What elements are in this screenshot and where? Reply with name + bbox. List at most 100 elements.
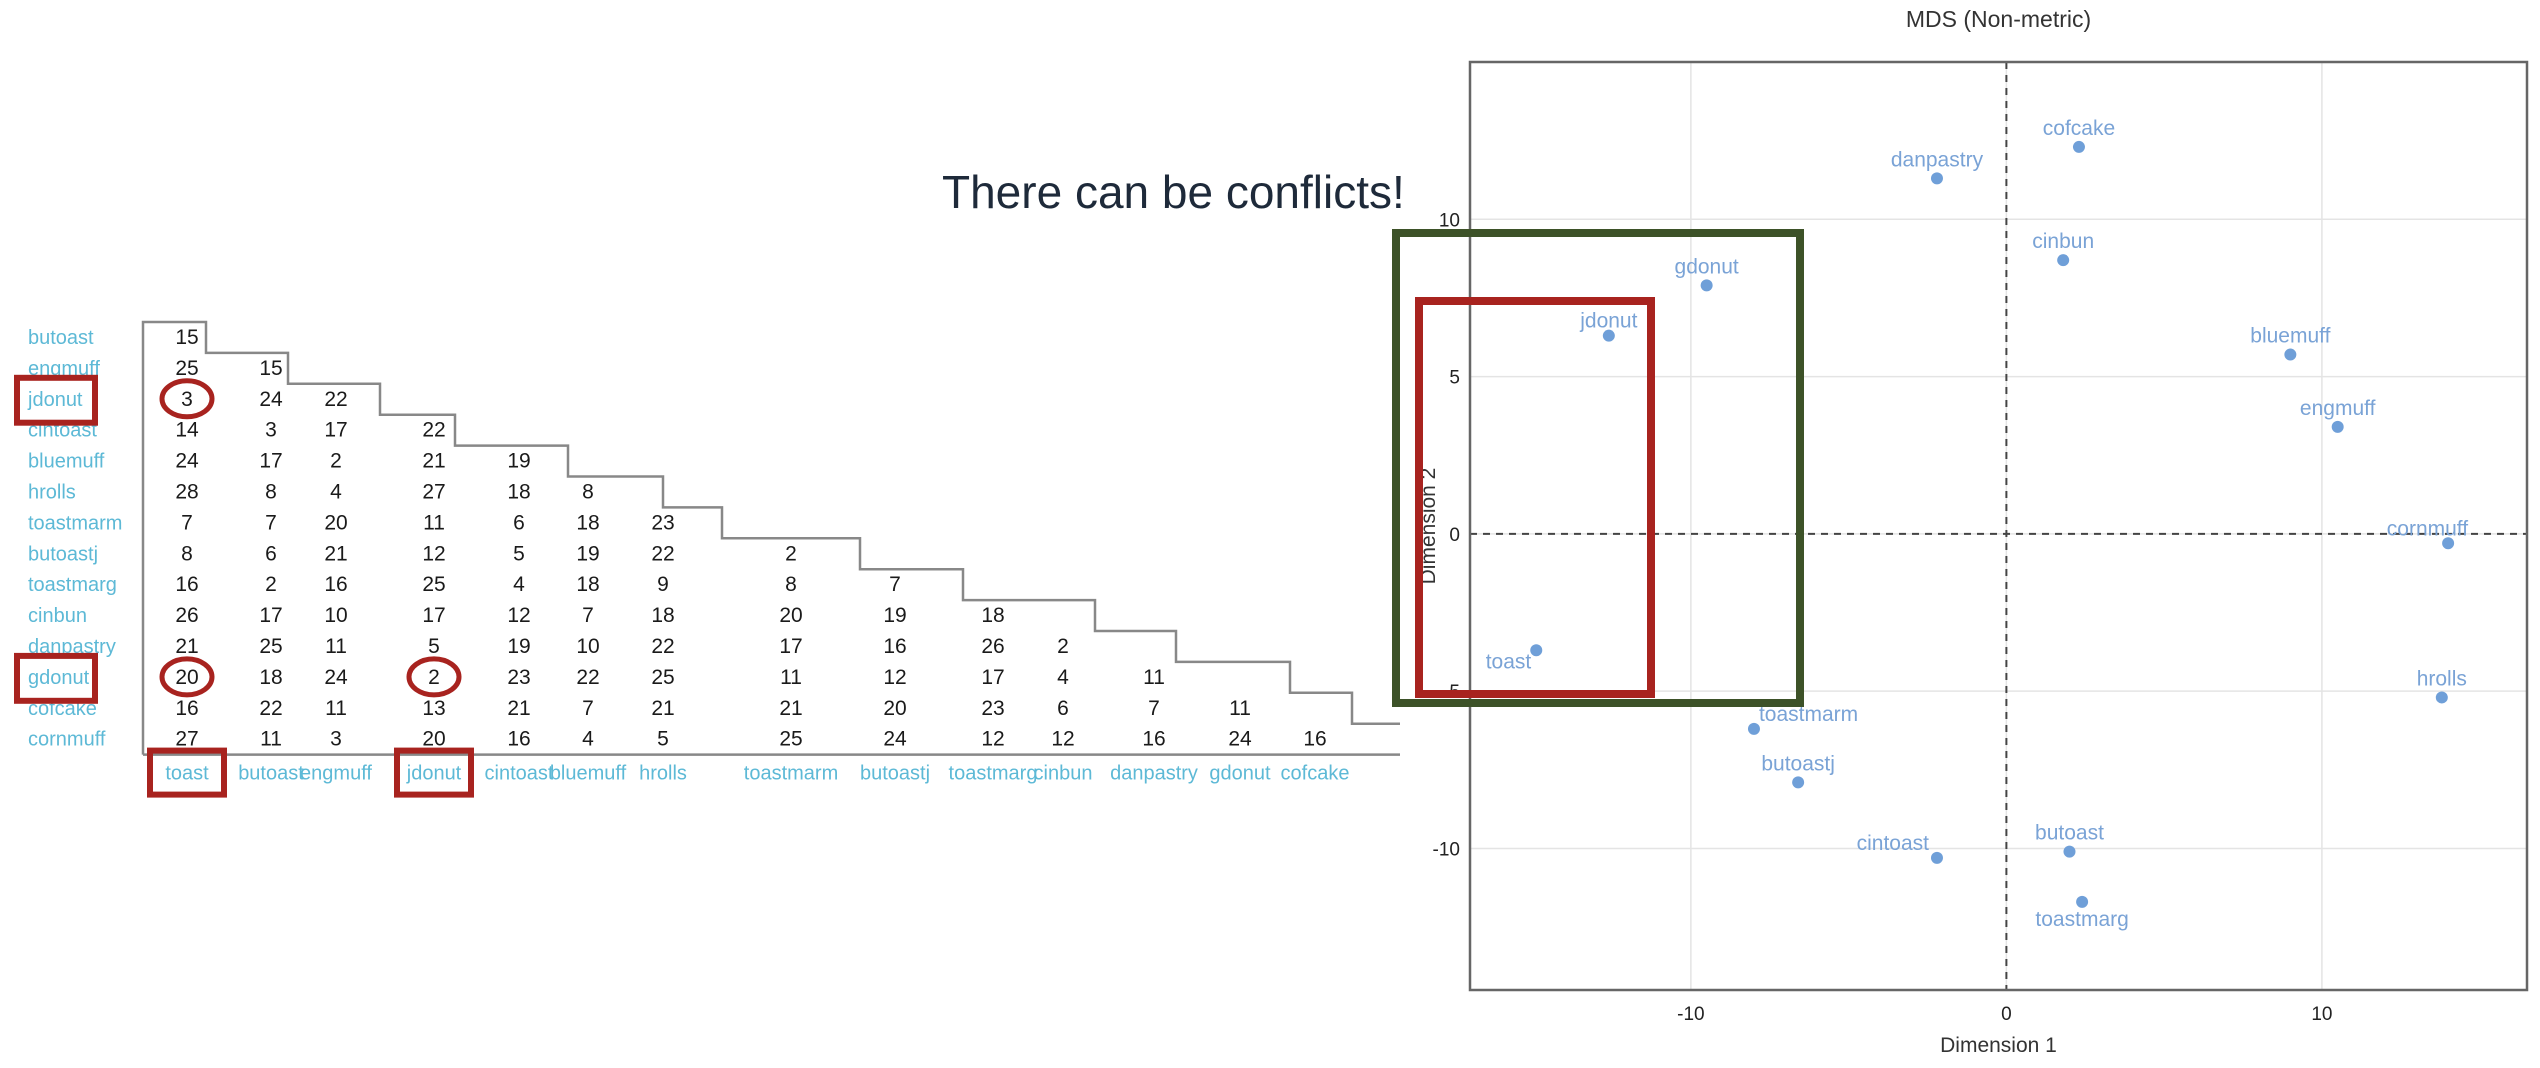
cell-value: 16 xyxy=(175,697,198,720)
cell-value: 25 xyxy=(175,357,198,380)
cell-value: 7 xyxy=(1148,697,1160,720)
x-tick-label: -10 xyxy=(1677,1004,1704,1025)
cell-value: 23 xyxy=(981,697,1004,720)
row-label-bluemuff: bluemuff xyxy=(28,451,105,473)
chart-title: MDS (Non-metric) xyxy=(1906,6,2091,32)
point-label-jdonut: jdonut xyxy=(1579,310,1637,333)
cell-value: 6 xyxy=(1057,697,1069,720)
point-bluemuff xyxy=(2284,348,2297,361)
col-label-bluemuff: bluemuff xyxy=(550,763,627,785)
cell-value: 11 xyxy=(325,635,347,658)
row-label-butoastj: butoastj xyxy=(28,543,98,565)
cell-value: 3 xyxy=(181,388,193,411)
col-label-danpastry: danpastry xyxy=(1110,763,1198,785)
col-label-butoast: butoast xyxy=(238,763,304,785)
cell-value: 23 xyxy=(651,511,674,534)
cell-value: 13 xyxy=(422,697,445,720)
cell-value: 14 xyxy=(175,419,199,442)
cell-value: 16 xyxy=(883,635,906,658)
cell-value: 25 xyxy=(779,728,802,751)
cell-value: 19 xyxy=(507,450,530,473)
point-butoastj xyxy=(1792,776,1805,789)
cell-value: 4 xyxy=(513,573,525,596)
dissimilarity-matrix: butoastengmuffjdonutcintoastbluemuffhrol… xyxy=(14,320,1400,798)
cell-value: 19 xyxy=(576,542,599,565)
col-label-cintoast: cintoast xyxy=(485,763,554,785)
y-tick-label: 0 xyxy=(1449,525,1460,546)
cell-value: 5 xyxy=(513,542,525,565)
cell-value: 5 xyxy=(657,728,669,751)
cell-value: 20 xyxy=(779,604,802,627)
highlight-box-green xyxy=(1392,229,1804,707)
cell-value: 11 xyxy=(1143,666,1165,689)
cell-value: 12 xyxy=(422,542,445,565)
cell-value: 8 xyxy=(265,481,277,504)
point-label-toastmarm: toastmarm xyxy=(1759,703,1858,726)
cell-value: 18 xyxy=(981,604,1004,627)
highlight-col-jdonut xyxy=(394,747,474,798)
point-label-gdonut: gdonut xyxy=(1675,255,1739,278)
x-tick-label: 0 xyxy=(2001,1004,2012,1025)
cell-value: 21 xyxy=(422,450,445,473)
point-hrolls xyxy=(2435,691,2448,704)
point-label-bluemuff: bluemuff xyxy=(2250,325,2330,348)
cell-value: 7 xyxy=(582,604,594,627)
cell-value: 9 xyxy=(657,573,669,596)
cell-value: 26 xyxy=(981,635,1004,658)
point-label-toast: toast xyxy=(1486,650,1532,673)
point-cintoast xyxy=(1930,851,1943,864)
cell-value: 2 xyxy=(428,666,440,689)
point-label-cintoast: cintoast xyxy=(1857,832,1930,855)
cell-value: 26 xyxy=(175,604,198,627)
col-label-butoastj: butoastj xyxy=(860,763,930,785)
cell-value: 19 xyxy=(883,604,906,627)
cell-value: 6 xyxy=(265,542,277,565)
point-label-danpastry: danpastry xyxy=(1891,148,1984,171)
row-label-danpastry: danpastry xyxy=(28,636,116,658)
col-label-toast: toast xyxy=(165,763,209,785)
circled-cell xyxy=(406,656,462,698)
cell-value: 15 xyxy=(259,357,282,380)
cell-value: 17 xyxy=(422,604,445,627)
cell-value: 16 xyxy=(1303,728,1326,751)
col-label-toastmarm: toastmarm xyxy=(744,763,838,785)
cell-value: 18 xyxy=(576,511,599,534)
point-jdonut xyxy=(1602,329,1615,342)
row-label-hrolls: hrolls xyxy=(28,482,76,504)
cell-value: 11 xyxy=(325,697,347,720)
cell-value: 16 xyxy=(175,573,198,596)
cell-value: 15 xyxy=(175,326,198,349)
cell-value: 7 xyxy=(181,511,193,534)
cell-value: 18 xyxy=(259,666,282,689)
cell-value: 24 xyxy=(324,666,348,689)
point-toast xyxy=(1530,644,1543,657)
highlight-row-jdonut xyxy=(14,374,98,426)
cell-value: 22 xyxy=(576,666,599,689)
point-label-cinbun: cinbun xyxy=(2032,230,2094,253)
cell-value: 22 xyxy=(259,697,282,720)
point-cinbun xyxy=(2057,254,2070,267)
row-label-toastmarm: toastmarm xyxy=(28,512,122,534)
circled-cell xyxy=(159,378,215,420)
col-label-engmuff: engmuff xyxy=(300,763,372,785)
row-label-cornmuff: cornmuff xyxy=(28,729,106,751)
point-label-butoast: butoast xyxy=(2035,822,2104,845)
point-butoast xyxy=(2063,845,2076,858)
row-label-gdonut: gdonut xyxy=(28,667,90,689)
cell-value: 25 xyxy=(651,666,674,689)
cell-value: 7 xyxy=(265,511,277,534)
x-axis-label: Dimension 1 xyxy=(1940,1034,2057,1057)
cell-value: 4 xyxy=(330,481,342,504)
cell-value: 8 xyxy=(181,542,193,565)
cell-value: 18 xyxy=(576,573,599,596)
col-label-toastmarg: toastmarg xyxy=(949,763,1038,785)
y-tick-label: 10 xyxy=(1439,210,1460,231)
cell-value: 20 xyxy=(175,666,198,689)
cell-value: 7 xyxy=(889,573,901,596)
col-label-cofcake: cofcake xyxy=(1281,763,1350,785)
cell-value: 18 xyxy=(651,604,674,627)
cell-value: 12 xyxy=(981,728,1004,751)
cell-value: 17 xyxy=(779,635,802,658)
cell-value: 8 xyxy=(582,481,594,504)
